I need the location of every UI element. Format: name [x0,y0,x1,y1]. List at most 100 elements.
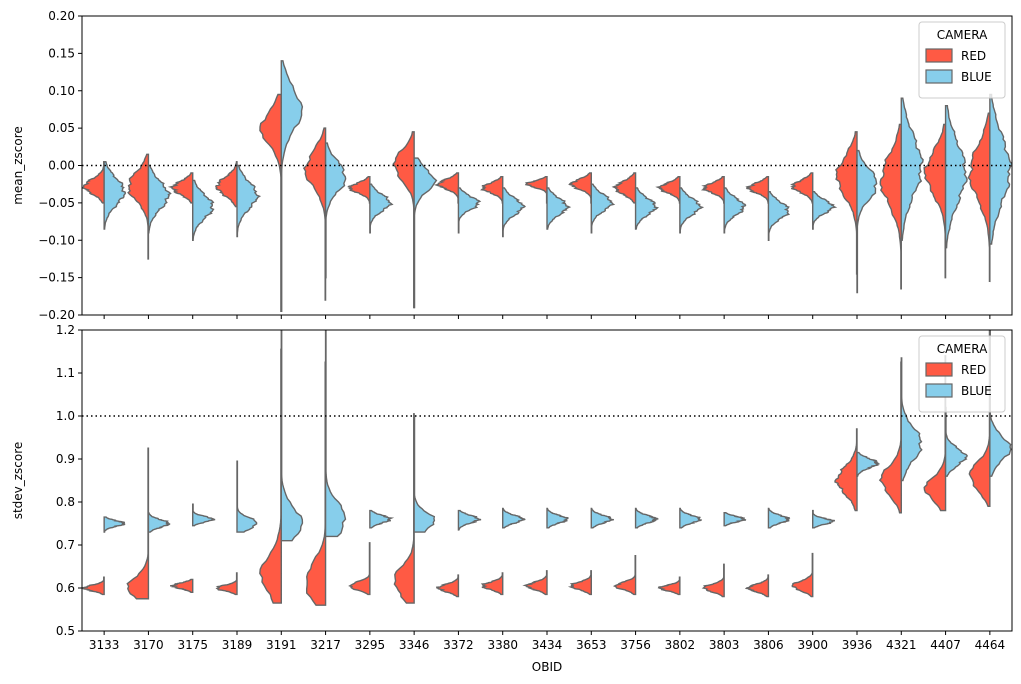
violin-blue-3434 [546,187,572,230]
violin-red-3346 [392,131,415,309]
violin-blue-3346 [413,415,436,533]
violin-blue-3756 [634,187,660,230]
violin-red-3380 [480,572,504,596]
violin-red-3900 [791,552,814,598]
legend-swatch-red [925,48,953,63]
violin-red-3806 [745,176,770,204]
violin-blue-3803 [723,187,747,234]
violin-blue-3295 [369,509,395,529]
violin-red-3175 [169,578,194,593]
panel-1: 0.20 0.15 0.10 0.05 0.00 −0.05 −0.10 −0.15 −0.20… [11,9,1013,322]
violin-blue-3802 [679,187,705,234]
x-tick-label: 4464 [975,638,1006,652]
y-tick-label: 0.10 [48,84,75,98]
legend-label-blue: BLUE [961,70,992,84]
violin-red-3346 [393,413,415,604]
violin-blue-3175 [192,179,215,241]
violin-blue-3803 [723,512,747,527]
violin-red-3191 [259,93,282,312]
violin-red-3936 [834,428,858,512]
y-tick-label: 0.9 [56,452,75,466]
y-tick-label: 0.5 [56,624,75,638]
y-tick-label: −0.05 [38,196,75,210]
violin-red-3189 [215,161,238,208]
violin-blue-3756 [634,507,660,529]
violin-blue-3900 [812,509,835,529]
violin-blue-3653 [590,507,614,529]
violin-red-3434 [524,176,548,204]
x-tick-label: 3803 [709,638,740,652]
violin-red-3900 [790,172,814,204]
violin-layer [82,330,1012,606]
violin-blue-4321 [900,357,923,482]
y-tick-label: 1.2 [56,323,75,337]
violin-red-3434 [522,570,548,596]
violin-blue-3806 [767,507,791,529]
x-tick-label: 3217 [310,638,341,652]
legend: CAMERA RED BLUE [918,335,1006,413]
x-tick-label: 3434 [532,638,563,652]
violin-blue-3900 [812,190,838,230]
violin-red-3756 [612,555,637,596]
legend: CAMERA RED BLUE [918,21,1006,99]
violin-red-3653 [567,570,592,596]
y-tick-label: 0.8 [56,495,75,509]
violin-blue-3380 [502,187,527,238]
violin-blue-4321 [900,97,924,241]
x-tick-label: 3900 [797,638,828,652]
violin-red-3803 [700,176,725,204]
x-tick-label: 3802 [665,638,696,652]
x-tick-label: 3133 [89,638,120,652]
violin-blue-3191 [280,60,304,312]
violin-red-3380 [480,176,504,204]
x-tick-label: 3295 [355,638,386,652]
violin-blue-4407 [944,105,968,249]
x-tick-label: 3175 [177,638,208,652]
violin-blue-3133 [103,161,127,230]
violin-blue-3133 [103,516,126,533]
y-tick-label: 1.0 [56,409,75,423]
legend-label-blue: BLUE [961,384,992,398]
y-axis-label: stdev_zscore [11,442,25,520]
violin-red-4321 [878,361,902,514]
legend-title: CAMERA [937,28,988,42]
violin-red-3756 [611,172,637,204]
x-tick-label: 3170 [133,638,164,652]
violin-red-3372 [433,172,460,204]
y-tick-label: 0.7 [56,538,75,552]
violin-blue-3380 [502,507,526,529]
x-tick-label: 3372 [443,638,474,652]
x-axis-label: OBID [532,660,562,674]
violin-blue-3372 [457,187,482,234]
y-tick-label: 0.6 [56,581,75,595]
violin-blue-3434 [546,507,569,529]
x-tick-label: 3191 [266,638,297,652]
legend-title: CAMERA [937,342,988,356]
violin-red-4407 [923,123,947,279]
violin-blue-3191 [280,330,304,542]
violin-red-3936 [835,131,858,275]
violin-blue-3653 [590,183,616,234]
x-tick-label: 3346 [399,638,430,652]
violin-blue-3936 [856,149,878,294]
violin-red-3133 [82,161,105,204]
x-tick-label: 3189 [222,638,253,652]
violin-red-3372 [435,574,460,598]
violin-red-3170 [126,447,150,600]
legend-label-red: RED [961,49,986,63]
violin-red-3653 [568,172,592,204]
violin-red-3803 [701,563,725,598]
violin-red-3189 [215,572,238,596]
x-tick-label: 4321 [886,638,917,652]
violin-layer [82,60,1012,312]
violin-blue-3295 [369,183,394,234]
violin-blue-3217 [324,142,347,279]
panel-2: 1.2 1.1 1.0 0.9 0.8 0.7 0.6 0.5 3133 3170 3175 3189… [11,323,1013,674]
legend-swatch-red [925,362,953,377]
violin-red-3175 [167,172,194,204]
violin-blue-3217 [324,330,347,538]
violin-red-3295 [348,542,371,596]
violin-blue-3936 [856,451,881,477]
violin-red-3217 [305,361,327,606]
